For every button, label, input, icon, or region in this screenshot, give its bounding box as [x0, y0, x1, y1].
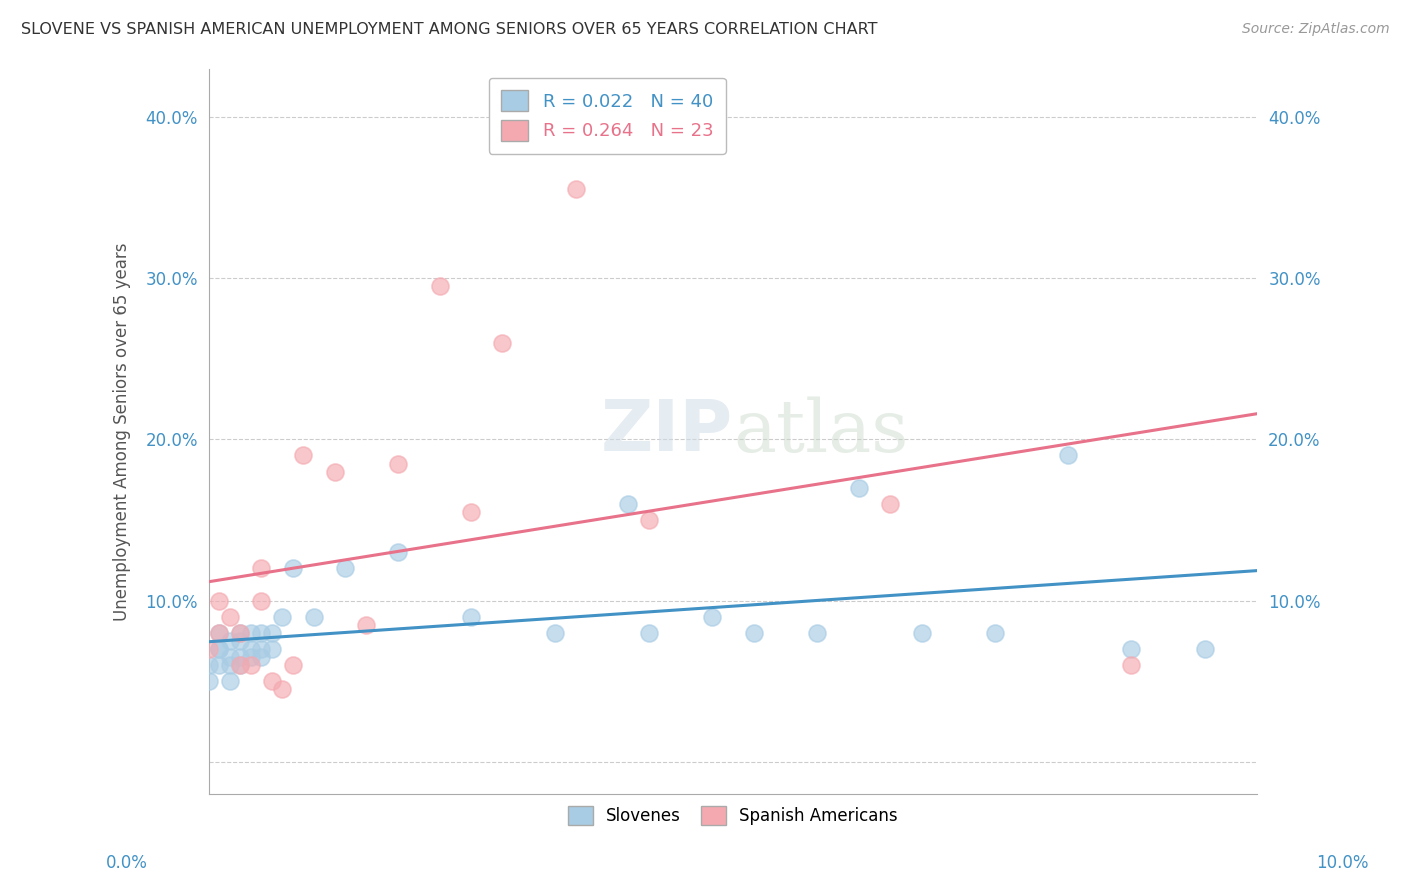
Point — [208, 625, 231, 640]
Point — [208, 593, 231, 607]
Point — [335, 561, 357, 575]
Point — [229, 658, 252, 673]
Point — [219, 658, 242, 673]
Point — [208, 658, 231, 673]
Point — [302, 609, 325, 624]
Point — [1121, 658, 1143, 673]
Point — [281, 658, 304, 673]
Point — [239, 625, 262, 640]
Point — [491, 335, 513, 350]
Point — [984, 625, 1007, 640]
Point — [271, 682, 294, 697]
Point — [198, 641, 221, 656]
Point — [260, 641, 283, 656]
Point — [1121, 641, 1143, 656]
Point — [208, 641, 231, 656]
Point — [198, 658, 221, 673]
Text: ZIP: ZIP — [600, 397, 733, 466]
Point — [219, 674, 242, 689]
Point — [229, 625, 252, 640]
Point — [1194, 641, 1216, 656]
Legend: Slovenes, Spanish Americans: Slovenes, Spanish Americans — [558, 796, 908, 835]
Text: 0.0%: 0.0% — [105, 855, 148, 872]
Point — [806, 625, 828, 640]
Point — [271, 609, 294, 624]
Point — [323, 465, 346, 479]
Point — [281, 561, 304, 575]
Point — [219, 609, 242, 624]
Point — [911, 625, 934, 640]
Point — [879, 497, 901, 511]
Point — [229, 658, 252, 673]
Point — [250, 561, 273, 575]
Point — [260, 625, 283, 640]
Point — [387, 545, 409, 559]
Text: 10.0%: 10.0% — [1316, 855, 1369, 872]
Point — [219, 650, 242, 665]
Text: Source: ZipAtlas.com: Source: ZipAtlas.com — [1241, 22, 1389, 37]
Point — [429, 279, 451, 293]
Point — [198, 674, 221, 689]
Point — [742, 625, 765, 640]
Point — [700, 609, 723, 624]
Point — [208, 625, 231, 640]
Point — [848, 481, 870, 495]
Point — [460, 609, 482, 624]
Point — [617, 497, 640, 511]
Point — [565, 182, 588, 196]
Point — [354, 617, 377, 632]
Point — [229, 633, 252, 648]
Point — [229, 625, 252, 640]
Point — [544, 625, 567, 640]
Point — [387, 457, 409, 471]
Point — [250, 650, 273, 665]
Point — [638, 625, 661, 640]
Point — [260, 674, 283, 689]
Point — [1057, 449, 1080, 463]
Text: SLOVENE VS SPANISH AMERICAN UNEMPLOYMENT AMONG SENIORS OVER 65 YEARS CORRELATION: SLOVENE VS SPANISH AMERICAN UNEMPLOYMENT… — [21, 22, 877, 37]
Point — [460, 505, 482, 519]
Point — [239, 650, 262, 665]
Point — [239, 641, 262, 656]
Point — [250, 641, 273, 656]
Point — [250, 625, 273, 640]
Y-axis label: Unemployment Among Seniors over 65 years: Unemployment Among Seniors over 65 years — [114, 242, 131, 621]
Point — [229, 650, 252, 665]
Point — [239, 658, 262, 673]
Point — [219, 633, 242, 648]
Point — [292, 449, 315, 463]
Point — [208, 641, 231, 656]
Point — [638, 513, 661, 527]
Text: atlas: atlas — [733, 396, 908, 467]
Point — [250, 593, 273, 607]
